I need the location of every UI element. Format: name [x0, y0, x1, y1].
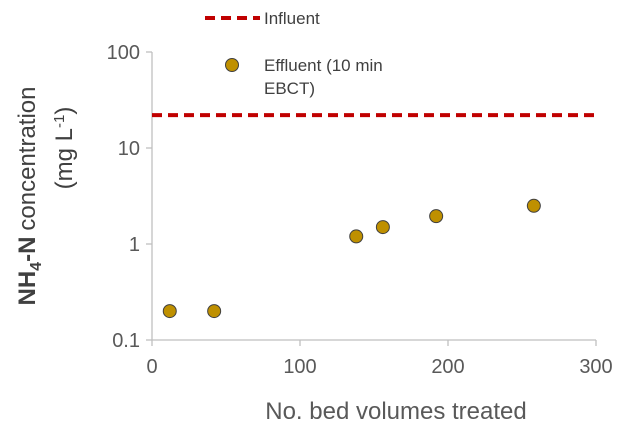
y-tick-label: 1 [129, 234, 140, 256]
x-tick-label: 100 [283, 356, 316, 378]
y-word: concentration [14, 87, 41, 231]
effluent-point [375, 220, 390, 235]
x-tick-label: 0 [146, 356, 157, 378]
effluent-point [162, 304, 177, 319]
y-axis-title-line2: (mg L-1) [51, 107, 78, 190]
legend-effluent-marker [225, 58, 239, 72]
y-tick-label: 10 [118, 138, 140, 160]
y-axis-title: NH4-N concentration (mg L-1) [14, 87, 78, 306]
x-axis-title: No. bed volumes treated [265, 398, 526, 424]
y-species-sub: 4 [28, 262, 45, 271]
effluent-point [207, 304, 222, 319]
legend-effluent-label-line2: EBCT) [264, 79, 315, 98]
y-unit-open: (mg L [51, 128, 78, 189]
points-layer [162, 198, 541, 319]
y-tick-label: 0.1 [112, 330, 140, 352]
x-tick-label: 300 [579, 356, 612, 378]
legend-influent-label: Influent [264, 9, 320, 28]
axes [151, 52, 596, 341]
y-axis-title-line1: NH4-N concentration [14, 87, 45, 306]
y-tick-label: 100 [107, 42, 140, 64]
legend: Influent Effluent (10 min EBCT) [205, 9, 383, 98]
effluent-point [526, 198, 541, 213]
legend-effluent-label-line1: Effluent (10 min [264, 56, 383, 75]
y-species-rest: -N [14, 237, 41, 262]
ticks: 0 100 200 300 0.1 1 10 100 [107, 42, 613, 378]
y-species-main: NH [14, 271, 41, 306]
y-unit-exp: -1 [51, 115, 68, 128]
y-unit-close: ) [51, 107, 78, 115]
effluent-point [429, 209, 444, 224]
effluent-point [349, 229, 364, 244]
x-tick-label: 200 [431, 356, 464, 378]
